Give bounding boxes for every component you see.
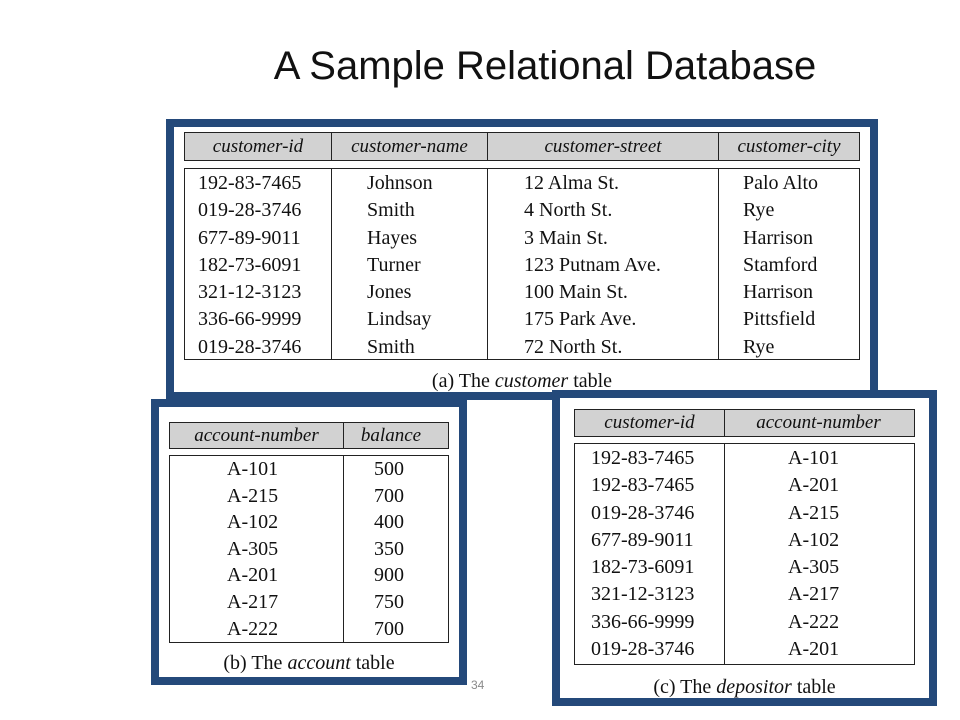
- table-cell: Jones: [367, 281, 412, 304]
- caption-prefix: (b) The: [223, 652, 288, 674]
- account-table-header: account-number balance: [169, 422, 449, 449]
- table-cell: Smith: [367, 335, 415, 358]
- customer-table-figure: customer-id customer-name customer-stree…: [166, 119, 878, 400]
- table-cell: 019-28-3746: [198, 199, 302, 222]
- account-number-column: A-101 A-201 A-215 A-102 A-305 A-217 A-22…: [725, 444, 912, 664]
- table-cell: 019-28-3746: [591, 638, 695, 661]
- caption-table-name: customer: [494, 370, 569, 392]
- table-cell: 3 Main St.: [524, 226, 608, 249]
- account-table-body: A-101 A-215 A-102 A-305 A-201 A-217 A-22…: [169, 455, 449, 643]
- table-cell: Rye: [743, 199, 775, 222]
- customer-id-header: customer-id: [575, 410, 725, 436]
- caption-table-name: depositor: [716, 676, 792, 698]
- table-cell: 700: [374, 617, 404, 640]
- table-cell: A-101: [227, 458, 279, 480]
- caption-suffix: table: [350, 652, 395, 674]
- account-number-column: A-101 A-215 A-102 A-305 A-201 A-217 A-22…: [170, 456, 344, 642]
- customer-table-body: 192-83-7465 019-28-3746 677-89-9011 182-…: [184, 168, 860, 360]
- customer-table-caption: (a) The customer table: [184, 370, 860, 393]
- customer-id-header: customer-id: [185, 133, 332, 160]
- table-cell: Lindsay: [367, 308, 432, 331]
- customer-street-header: customer-street: [488, 133, 719, 160]
- depositor-table-figure: customer-id account-number 192-83-7465 1…: [552, 390, 937, 706]
- table-cell: 400: [374, 511, 404, 534]
- table-cell: Pittsfield: [743, 308, 816, 331]
- customer-city-header: customer-city: [737, 136, 841, 157]
- table-cell: A-217: [227, 590, 279, 613]
- table-cell: A-102: [788, 528, 840, 551]
- table-cell: 100 Main St.: [524, 281, 628, 304]
- table-cell: A-101: [788, 447, 840, 469]
- table-cell: 350: [374, 537, 404, 560]
- table-cell: Palo Alto: [743, 172, 819, 194]
- caption-suffix: table: [568, 370, 613, 392]
- table-cell: 175 Park Ave.: [524, 308, 637, 331]
- table-cell: A-201: [788, 474, 840, 497]
- customer-name-header: customer-name: [332, 133, 488, 160]
- table-cell: Smith: [367, 199, 415, 222]
- customer-name-column: Johnson Smith Hayes Turner Jones Lindsay…: [332, 169, 488, 359]
- caption-suffix: table: [791, 676, 836, 698]
- account-table-caption: (b) The account table: [169, 652, 449, 675]
- table-cell: Johnson: [367, 172, 433, 194]
- table-cell: 72 North St.: [524, 335, 623, 358]
- customer-street-column: 12 Alma St. 4 North St. 3 Main St. 123 P…: [488, 169, 719, 359]
- table-cell: Harrison: [743, 281, 813, 304]
- customer-id-column: 192-83-7465 019-28-3746 677-89-9011 182-…: [185, 169, 332, 359]
- table-cell: A-222: [227, 617, 279, 640]
- table-cell: Hayes: [367, 226, 417, 249]
- table-cell: 321-12-3123: [198, 281, 302, 304]
- table-cell: A-215: [227, 484, 279, 507]
- caption-prefix: (c) The: [653, 676, 717, 698]
- table-cell: 321-12-3123: [591, 583, 695, 606]
- table-cell: 677-89-9011: [591, 528, 694, 551]
- balance-column: 500 700 400 350 900 750 700: [344, 456, 438, 642]
- account-table-figure: account-number balance A-101 A-215 A-102…: [151, 399, 467, 685]
- table-cell: 192-83-7465: [591, 474, 695, 497]
- depositor-table-caption: (c) The depositor table: [574, 676, 915, 699]
- table-cell: 336-66-9999: [198, 308, 302, 331]
- table-cell: 123 Putnam Ave.: [524, 253, 661, 276]
- table-cell: Harrison: [743, 226, 813, 249]
- table-cell: Stamford: [743, 253, 818, 276]
- table-cell: 192-83-7465: [198, 172, 302, 194]
- table-cell: 4 North St.: [524, 199, 613, 222]
- customer-table-header: customer-id customer-name customer-stree…: [184, 132, 860, 161]
- account-number-header: account-number: [170, 423, 344, 448]
- balance-header: balance: [360, 425, 422, 446]
- depositor-table-header: customer-id account-number: [574, 409, 915, 437]
- table-cell: A-305: [788, 556, 840, 579]
- table-cell: 677-89-9011: [198, 226, 301, 249]
- caption-prefix: (a) The: [431, 370, 495, 392]
- table-cell: A-201: [227, 564, 279, 587]
- table-cell: 750: [374, 590, 404, 613]
- table-cell: 12 Alma St.: [524, 172, 620, 194]
- page-number: 34: [471, 678, 485, 692]
- customer-city-column: Palo Alto Rye Harrison Stamford Harrison…: [719, 169, 859, 359]
- table-cell: A-215: [788, 501, 840, 524]
- table-cell: 182-73-6091: [591, 556, 695, 579]
- table-cell: A-305: [227, 537, 279, 560]
- table-cell: 182-73-6091: [198, 253, 302, 276]
- table-cell: 336-66-9999: [591, 610, 695, 633]
- table-cell: 019-28-3746: [198, 335, 302, 358]
- table-cell: Turner: [367, 253, 421, 276]
- depositor-table-body: 192-83-7465 192-83-7465 019-28-3746 677-…: [574, 443, 915, 665]
- account-number-header: account-number: [756, 412, 881, 433]
- table-cell: A-201: [788, 638, 840, 661]
- caption-table-name: account: [287, 652, 351, 674]
- slide-title: A Sample Relational Database: [273, 44, 817, 88]
- table-cell: 192-83-7465: [591, 447, 695, 469]
- table-cell: A-102: [227, 511, 279, 534]
- table-cell: 900: [374, 564, 404, 587]
- table-cell: 500: [374, 458, 404, 480]
- table-cell: 700: [374, 484, 404, 507]
- customer-id-column: 192-83-7465 192-83-7465 019-28-3746 677-…: [575, 444, 725, 664]
- table-cell: Rye: [743, 335, 775, 358]
- table-cell: 019-28-3746: [591, 501, 695, 524]
- table-cell: A-217: [788, 583, 840, 606]
- table-cell: A-222: [788, 610, 840, 633]
